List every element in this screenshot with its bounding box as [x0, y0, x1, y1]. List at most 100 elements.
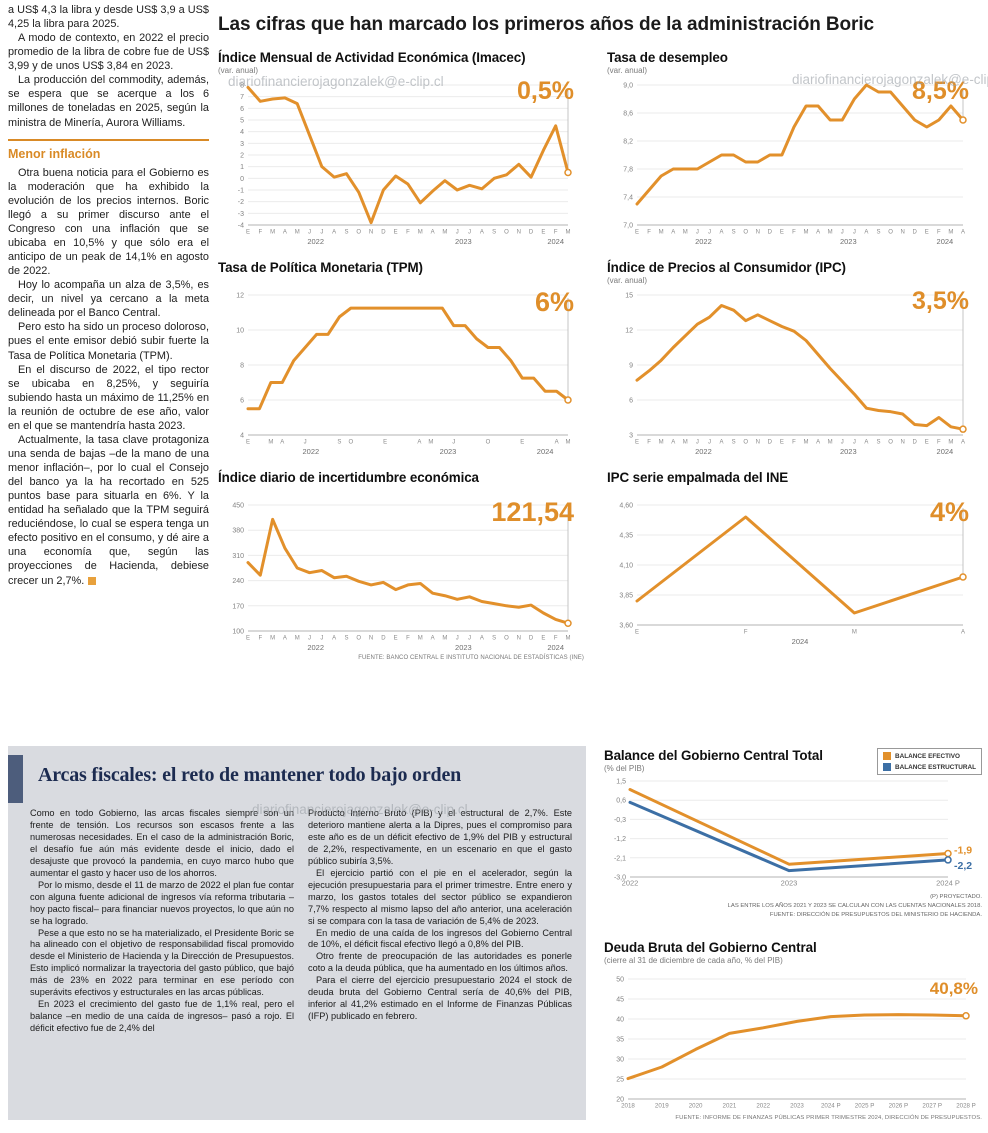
svg-text:N: N: [369, 636, 373, 642]
svg-text:J: J: [456, 636, 459, 642]
svg-text:E: E: [246, 230, 250, 236]
svg-text:2024: 2024: [937, 237, 954, 246]
article-paragraph: En 2023 el crecimiento del gasto fue de …: [30, 999, 294, 1034]
svg-text:E: E: [925, 230, 929, 236]
svg-text:2024 P: 2024 P: [821, 1103, 841, 1110]
svg-text:J: J: [708, 440, 711, 446]
svg-text:J: J: [696, 440, 699, 446]
svg-text:2022: 2022: [695, 237, 712, 246]
imacec-line-chart: 8 7 6 5 4 3 2 1 0 -1 -2 -3 -4 E F M A M J J A S O N D E F M A M J J A S O N…: [218, 77, 584, 247]
svg-text:M: M: [428, 440, 433, 446]
tpm-chart-area: 12 10 8 6 4 E M A J S O E A M J O E A M 2022 2023 2024 6%: [218, 287, 584, 457]
svg-text:2023: 2023: [840, 447, 857, 456]
svg-text:N: N: [900, 230, 904, 236]
svg-text:M: M: [948, 230, 953, 236]
article-paragraph: Por lo mismo, desde el 11 de marzo de 20…: [30, 879, 294, 926]
svg-text:0: 0: [240, 176, 244, 183]
imacec-chart-subtitle: (var. anual): [218, 66, 259, 75]
svg-text:F: F: [554, 230, 558, 236]
svg-text:E: E: [394, 230, 398, 236]
svg-text:S: S: [492, 230, 496, 236]
watermark-text: diariofinancierojagonzalek@e-clip.cl: [252, 802, 468, 817]
incertidumbre-latest-value: 121,54: [491, 497, 574, 527]
infographic-headline: Las cifras que han marcado los primeros …: [218, 14, 874, 35]
svg-text:2024: 2024: [547, 237, 564, 246]
svg-text:100: 100: [232, 629, 244, 636]
svg-text:-0,3: -0,3: [614, 817, 626, 824]
deuda-chart-title: Deuda Bruta del Gobierno Central: [604, 940, 817, 955]
imacec-chart-area: 8 7 6 5 4 3 2 1 0 -1 -2 -3 -4 E F M A M J J A S O N D E F M A M J J A S O N…: [218, 77, 584, 247]
legend-item-efectivo: BALANCE EFECTIVO: [883, 752, 976, 760]
ipc-latest-value: 3,5%: [912, 287, 969, 315]
svg-text:1,5: 1,5: [616, 779, 626, 786]
article-paragraph: Como en todo Gobierno, las arcas fiscale…: [30, 808, 294, 878]
arcas-fiscales-panel: Arcas fiscales: el reto de mantener todo…: [8, 746, 586, 1120]
arcas-fiscales-body: Como en todo Gobierno, las arcas fiscale…: [30, 808, 572, 1035]
svg-text:O: O: [743, 440, 748, 446]
svg-text:10: 10: [236, 328, 244, 335]
svg-text:J: J: [308, 230, 311, 236]
svg-text:D: D: [381, 636, 386, 642]
efectivo-swatch-icon: [883, 752, 892, 760]
ipc-ine-chart-area: 4,60 4,35 4,10 3,85 3,60 E F M A 2024 4%: [607, 497, 979, 647]
svg-text:J: J: [320, 636, 323, 642]
incertidumbre-chart-block: Índice diario de incertidumbre económica…: [218, 470, 584, 661]
article-paragraph: Para el cierre del ejercicio presupuesta…: [308, 975, 572, 1022]
svg-text:E: E: [635, 440, 639, 446]
source-line: (P) PROYECTADO.: [930, 894, 982, 900]
svg-text:M: M: [683, 440, 688, 446]
svg-text:A: A: [431, 230, 435, 236]
deuda-source: FUENTE: INFORME DE FINANZAS PÚBLICAS PRI…: [675, 1115, 982, 1121]
incertidumbre-chart-area: 450 380 310 240 170 100 E F M A M J J A S O N D E F M A M J J A S O…: [218, 497, 584, 653]
svg-text:J: J: [468, 230, 471, 236]
imacec-chart-title: Índice Mensual de Actividad Económica (I…: [218, 50, 526, 65]
svg-text:F: F: [406, 230, 410, 236]
svg-text:A: A: [480, 636, 484, 642]
svg-text:O: O: [349, 440, 354, 446]
svg-text:A: A: [816, 440, 820, 446]
svg-text:40: 40: [616, 1017, 624, 1024]
svg-text:A: A: [480, 230, 484, 236]
svg-text:D: D: [529, 636, 534, 642]
svg-text:J: J: [308, 636, 311, 642]
svg-text:-3: -3: [238, 211, 244, 218]
svg-text:J: J: [456, 230, 459, 236]
svg-text:M: M: [659, 230, 664, 236]
svg-text:2023: 2023: [781, 879, 798, 888]
svg-text:8: 8: [240, 363, 244, 370]
desempleo-chart-subtitle: (var. anual): [607, 66, 648, 75]
svg-text:A: A: [283, 230, 287, 236]
article-paragraph-group: a US$ 4,3 la libra y desde US$ 3,9 a US$…: [8, 3, 209, 130]
svg-text:N: N: [756, 230, 760, 236]
article-paragraph: El ejercicio partió con el pie en el ace…: [308, 867, 572, 926]
article-paragraph: En el discurso de 2022, el tipo rector s…: [8, 363, 209, 432]
svg-text:A: A: [720, 230, 724, 236]
svg-text:E: E: [246, 440, 250, 446]
arcas-fiscales-headline: Arcas fiscales: el reto de mantener todo…: [38, 764, 462, 786]
svg-text:M: M: [295, 636, 300, 642]
desempleo-chart-block: Tasa de desempleo (var. anual) 9,0 8,6 8,2…: [607, 50, 979, 247]
svg-text:O: O: [356, 230, 361, 236]
ipc-line-chart: 15 12 9 6 3 E F M A M J J A S O N D E F M A M J J A S O N D E F M A 2022 2…: [607, 287, 979, 457]
svg-text:2018: 2018: [621, 1103, 635, 1110]
article-paragraph: Producto Interno Bruto (PIB) y el estruc…: [308, 808, 572, 866]
svg-text:E: E: [246, 636, 250, 642]
svg-text:A: A: [961, 440, 965, 446]
svg-text:A: A: [864, 440, 868, 446]
svg-text:M: M: [659, 440, 664, 446]
svg-text:2023: 2023: [455, 237, 472, 246]
svg-text:E: E: [780, 230, 784, 236]
svg-text:A: A: [417, 440, 421, 446]
article-paragraph: a US$ 4,3 la libra y desde US$ 3,9 a US$…: [8, 4, 209, 31]
svg-text:6: 6: [240, 106, 244, 113]
svg-text:S: S: [344, 636, 348, 642]
legend-label-efectivo: BALANCE EFECTIVO: [895, 752, 961, 760]
svg-text:D: D: [529, 230, 534, 236]
svg-text:F: F: [792, 440, 796, 446]
svg-text:S: S: [344, 230, 348, 236]
svg-text:8,6: 8,6: [623, 111, 633, 118]
svg-text:J: J: [853, 230, 856, 236]
svg-text:-4: -4: [238, 223, 244, 230]
svg-text:M: M: [442, 230, 447, 236]
